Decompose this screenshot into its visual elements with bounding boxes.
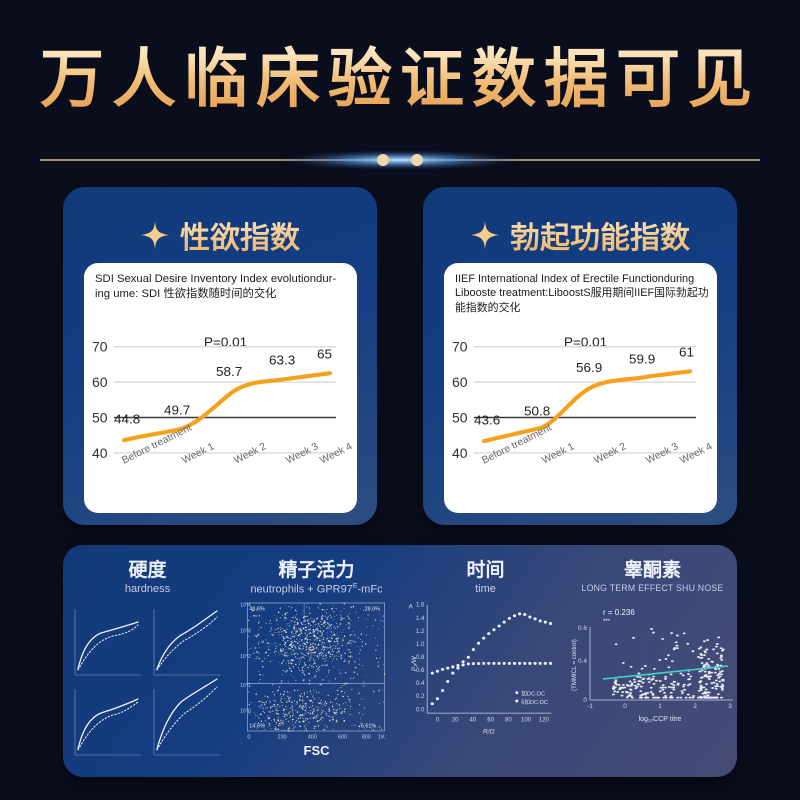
svg-text:(TMMICL = control): (TMMICL = control) — [572, 639, 578, 691]
svg-text:50.8: 50.8 — [524, 404, 550, 419]
svg-text:44.8: 44.8 — [114, 412, 140, 427]
svg-text:63.3: 63.3 — [269, 352, 295, 367]
svg-text:40: 40 — [92, 445, 108, 461]
svg-text:48.6%: 48.6% — [249, 606, 265, 612]
svg-text:40: 40 — [470, 718, 477, 724]
svg-text:40: 40 — [452, 445, 468, 461]
svg-text:0.4: 0.4 — [578, 658, 587, 665]
svg-text:50: 50 — [452, 410, 468, 426]
svg-text:log₁₀CCP titre: log₁₀CCP titre — [639, 716, 682, 723]
svg-text:60: 60 — [92, 374, 108, 390]
svg-text:1.6: 1.6 — [416, 603, 425, 609]
svg-text:-1: -1 — [587, 703, 593, 710]
svg-text:10^1: 10^1 — [240, 683, 251, 689]
svg-text:80: 80 — [505, 718, 512, 724]
svg-text:Week 4: Week 4 — [678, 441, 714, 466]
svg-text:2: 2 — [693, 703, 697, 710]
svg-text:0: 0 — [623, 703, 627, 710]
svg-text:600: 600 — [338, 734, 347, 740]
svg-text:1.0: 1.0 — [416, 642, 425, 648]
svg-text:Week 3: Week 3 — [644, 441, 680, 466]
svg-text:43.6: 43.6 — [474, 413, 500, 428]
svg-text:加DC-DC: 加DC-DC — [521, 689, 545, 697]
svg-text:20: 20 — [452, 718, 459, 724]
svg-text:P=0.01: P=0.01 — [204, 335, 247, 350]
svg-text:58.7: 58.7 — [216, 364, 242, 379]
svg-text:1K: 1K — [378, 734, 385, 740]
svg-text:ნ加DC-DC: ნ加DC-DC — [521, 698, 548, 706]
svg-text:0: 0 — [436, 718, 440, 724]
svg-text:1: 1 — [658, 703, 662, 710]
svg-text:10^0: 10^0 — [240, 709, 251, 715]
svg-text:Week 2: Week 2 — [232, 441, 268, 466]
svg-text:59.9: 59.9 — [629, 351, 655, 366]
svg-text:50: 50 — [92, 410, 108, 426]
svg-text:56.9: 56.9 — [576, 360, 602, 375]
svg-text:0.0: 0.0 — [416, 707, 425, 713]
svg-text:14.6%: 14.6% — [249, 723, 265, 729]
svg-text:49.7: 49.7 — [164, 403, 190, 418]
svg-text:P₂/W: P₂/W — [411, 655, 418, 671]
svg-text:100: 100 — [521, 718, 532, 724]
svg-text:60: 60 — [487, 718, 494, 724]
svg-text:Week 1: Week 1 — [540, 441, 576, 466]
svg-text:10^2: 10^2 — [240, 654, 251, 660]
svg-text:0.2: 0.2 — [416, 694, 425, 700]
svg-text:6.61%: 6.61% — [361, 723, 377, 729]
svg-text:10^3: 10^3 — [240, 628, 251, 634]
svg-text:70: 70 — [92, 339, 108, 355]
svg-text:R/Ω: R/Ω — [483, 729, 495, 736]
svg-text:***: *** — [603, 619, 611, 625]
svg-text:230: 230 — [278, 734, 287, 740]
svg-text:65: 65 — [317, 347, 332, 362]
svg-text:3: 3 — [728, 703, 732, 710]
svg-text:61: 61 — [679, 345, 694, 360]
svg-text:120: 120 — [539, 718, 550, 724]
svg-text:Week 1: Week 1 — [180, 441, 216, 466]
svg-text:P=0.01: P=0.01 — [564, 335, 607, 350]
svg-text:Week 3: Week 3 — [284, 441, 320, 466]
svg-text:1.2: 1.2 — [416, 629, 425, 635]
svg-text:400: 400 — [308, 734, 317, 740]
svg-text:1.4: 1.4 — [416, 616, 425, 622]
svg-text:0: 0 — [247, 734, 250, 740]
svg-text:Week 2: Week 2 — [592, 441, 628, 466]
svg-text:Week 4: Week 4 — [318, 441, 354, 466]
svg-text:800: 800 — [362, 734, 371, 740]
svg-text:A: A — [409, 604, 414, 611]
svg-text:0.6: 0.6 — [578, 625, 587, 632]
svg-text:10^4: 10^4 — [240, 603, 251, 609]
svg-text:70: 70 — [452, 339, 468, 355]
svg-text:28.0%: 28.0% — [364, 606, 380, 612]
svg-text:60: 60 — [452, 374, 468, 390]
svg-text:r = 0.236: r = 0.236 — [603, 608, 635, 617]
svg-text:0.4: 0.4 — [416, 681, 425, 687]
